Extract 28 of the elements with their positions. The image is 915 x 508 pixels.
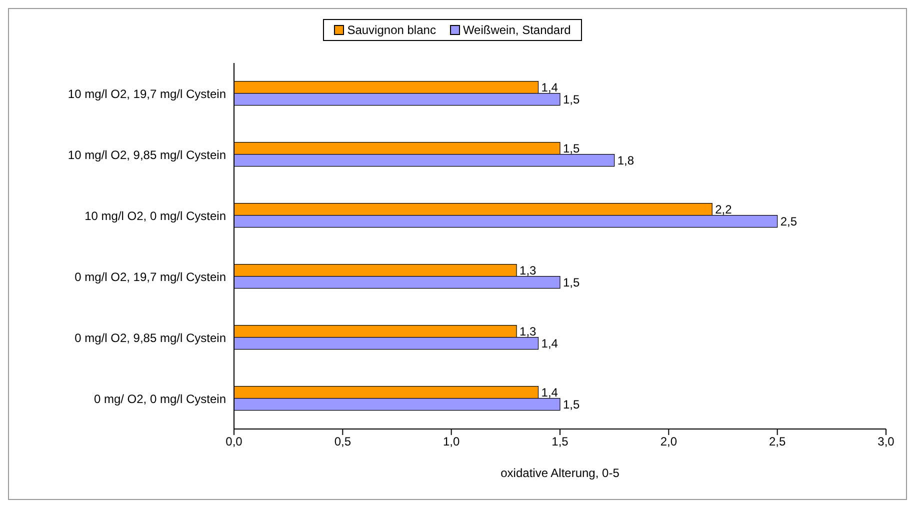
y-tick-label: 0 mg/l O2, 19,7 mg/l Cystein: [74, 270, 226, 284]
x-tick-label: 0,0: [226, 434, 243, 449]
y-tick-label: 10 mg/l O2, 9,85 mg/l Cystein: [68, 148, 226, 162]
data-label: 1,5: [563, 92, 580, 106]
data-label: 2,5: [780, 214, 798, 228]
data-label: 1,4: [541, 336, 558, 350]
data-label: 1,5: [563, 397, 580, 412]
data-label: 2,2: [715, 202, 732, 216]
x-tick-label: 2,5: [768, 434, 786, 449]
y-tick-label: 0 mg/ O2, 0 mg/l Cystein: [94, 392, 226, 406]
y-tick-label: 10 mg/l O2, 0 mg/l Cystein: [84, 208, 226, 223]
data-label: 1,8: [617, 153, 634, 168]
y-tick-label: 0 mg/l O2, 9,85 mg/l Cystein: [74, 330, 226, 345]
x-axis-title: oxidative Alterung, 0-5: [500, 466, 620, 480]
data-label: 1,3: [520, 324, 537, 338]
x-tick-label: 3,0: [878, 434, 895, 449]
data-label: 1,5: [563, 141, 580, 156]
x-tick-label: 1,0: [442, 434, 460, 449]
y-tick-label: 10 mg/l O2, 19,7 mg/l Cystein: [68, 86, 226, 101]
data-label: 1,4: [541, 385, 558, 400]
data-label: 1,4: [541, 80, 558, 94]
x-tick-label: 1,5: [552, 434, 569, 449]
data-label: 1,3: [520, 263, 537, 278]
data-label: 1,5: [563, 275, 580, 290]
legend-label: Weißwein, Standard: [462, 23, 571, 37]
legend-label: Sauvignon blanc: [346, 23, 436, 37]
x-tick-label: 0,5: [334, 434, 352, 449]
x-tick-label: 2,0: [660, 434, 678, 449]
